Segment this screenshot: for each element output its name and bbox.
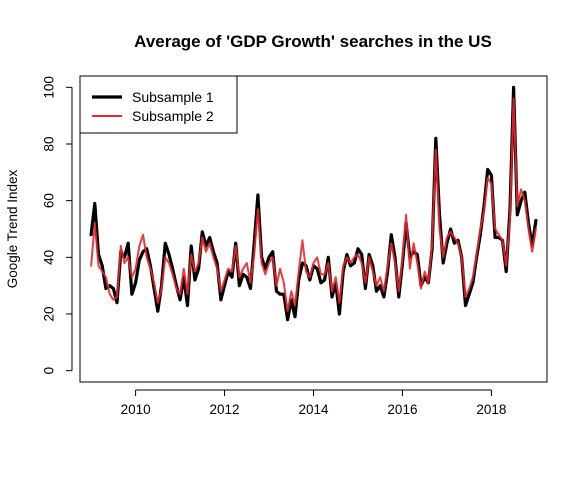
x-tick-label: 2014 xyxy=(298,402,329,417)
y-tick-label: 60 xyxy=(42,193,57,208)
x-tick-label: 2010 xyxy=(121,402,151,417)
x-tick-label: 2016 xyxy=(387,402,417,417)
x-tick-label: 2018 xyxy=(476,402,506,417)
legend-box xyxy=(79,75,238,134)
y-tick-label: 40 xyxy=(42,250,57,265)
x-axis: 2010 2012 2014 2016 2018 xyxy=(121,389,506,417)
y-tick-label: 100 xyxy=(42,76,57,99)
y-tick-label: 0 xyxy=(42,367,57,375)
legend-label-1: Subsample 1 xyxy=(132,89,214,105)
x-tick-label: 2012 xyxy=(210,402,240,417)
y-axis-title: Google Trend Index xyxy=(5,169,20,288)
y-tick-label: 80 xyxy=(42,136,57,151)
legend: Subsample 1 Subsample 2 xyxy=(79,75,238,134)
plot-frame xyxy=(79,75,548,383)
chart-title: Average of 'GDP Growth' searches in the … xyxy=(134,32,492,51)
series-layer xyxy=(89,85,538,322)
series-line-2 xyxy=(90,97,537,313)
legend-label-2: Subsample 2 xyxy=(132,108,214,124)
y-axis: 0 20 40 60 80 100 xyxy=(42,76,73,375)
y-tick-label: 20 xyxy=(42,306,57,321)
